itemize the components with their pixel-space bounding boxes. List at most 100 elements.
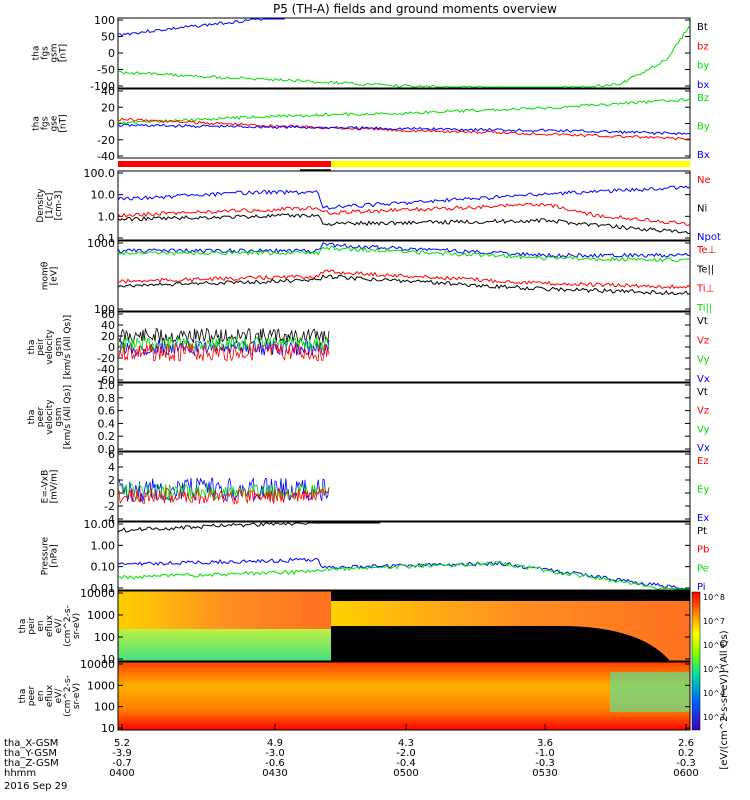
y-axis-label: momθ <box>41 261 51 290</box>
y-axis-label: peer <box>27 685 37 706</box>
y-tick-label: -2 <box>104 500 115 513</box>
y-tick-label: 60 <box>101 308 115 321</box>
legend-label: Bx <box>697 150 710 161</box>
y-tick-label: 4 <box>108 461 115 474</box>
legends-group: Bt bz by bx Bz By Bx Ne Ni Npot Te⊥ Te|| Ti⊥ Ti|| Vt Vz… <box>696 22 721 593</box>
noise-trace <box>118 477 330 503</box>
peir-spectrogram-gap-top <box>331 591 690 601</box>
legend-label: Te|| <box>696 264 714 275</box>
x-row-value: 0530 <box>532 768 557 779</box>
x-row-value: 0400 <box>109 768 134 779</box>
y-axis-label: Pressure <box>41 536 51 575</box>
y-tick-label: -4 <box>104 513 115 526</box>
y-axis-label: en <box>36 620 46 631</box>
y-tick-label: 10000 <box>80 587 115 600</box>
noise-trace <box>118 342 330 362</box>
status-bar-yellow <box>331 161 690 167</box>
y-tick-label: 0.6 <box>98 405 116 418</box>
legend-label: Pt <box>697 526 707 537</box>
y-axis-label: tha <box>27 410 37 425</box>
y-tick-label: 100 <box>94 14 115 27</box>
y-tick-label: -20 <box>97 352 115 365</box>
legend-label: Ni <box>697 204 707 215</box>
y-axis-label: [km/s (All Qs)] <box>63 385 73 449</box>
y-tick-label: 1.0 <box>98 210 116 223</box>
panel-peer-spec: 10000 1000 100 10 tha peer en eflux eV/(cm^2-s-s… <box>18 658 691 735</box>
y-axis-label: [nT] <box>59 44 69 62</box>
colorbar-tick: 10^6 <box>703 641 725 650</box>
colorbar-tick: 10^5 <box>703 665 725 674</box>
y-axis-label: sr-eV) <box>72 683 82 709</box>
panel-frame <box>117 590 691 662</box>
x-row-value: -3.0 <box>265 748 285 759</box>
legend-label: Vz <box>697 335 709 346</box>
y-axis-label: [eV] <box>50 267 60 286</box>
legend-label: Vy <box>697 424 710 435</box>
peer-spectrogram-green <box>610 672 690 712</box>
x-row-value: -1.0 <box>535 748 555 759</box>
y-tick-label: -40 <box>97 363 115 376</box>
y-tick-label: 10.0 <box>91 189 116 202</box>
y-axis-label: tha <box>27 340 37 355</box>
panel-frame <box>117 170 691 241</box>
series-Ne <box>117 202 691 227</box>
y-tick-label: -50 <box>97 64 115 77</box>
colorbar-tick: 10^4 <box>703 689 725 698</box>
x-row-value: -0.3 <box>535 758 555 769</box>
y-axis-label: [1/cc] <box>45 193 55 219</box>
y-tick-label: -60 <box>97 374 115 387</box>
y-tick-label: 1.0 <box>98 379 116 392</box>
legend-label: Vt <box>697 316 708 327</box>
legend-label: by <box>697 61 709 72</box>
legend-label: Ey <box>697 485 709 496</box>
series-Ni <box>117 213 691 235</box>
y-axis-label: [nT] <box>59 114 69 132</box>
series-by <box>117 24 691 88</box>
series-Te|| <box>117 274 691 296</box>
panel-peir-spec: 10000 1000 100 10 tha peir en eflux eV/(cm^2-s-s… <box>18 587 691 666</box>
x-row-value: -2.0 <box>396 748 416 759</box>
y-tick-label: 6 <box>108 448 115 461</box>
y-axis-label: peir <box>27 617 37 635</box>
y-tick-label: 1000 <box>87 679 115 692</box>
legend-label: Pe <box>697 563 709 574</box>
y-tick-label: 0.10 <box>91 561 116 574</box>
y-axis-label: gse <box>50 115 60 131</box>
x-row-value: 3.6 <box>537 738 553 749</box>
y-tick-label: 1.00 <box>91 539 116 552</box>
plot-title: P5 (TH-A) fields and ground moments over… <box>273 2 557 16</box>
x-row-value: 2.6 <box>678 738 694 749</box>
y-tick-label: 0 <box>108 47 115 60</box>
series-Te⊥ <box>117 269 691 290</box>
y-axis-label: eflux <box>45 684 55 707</box>
y-tick-label: 0 <box>108 118 115 131</box>
legend-label: Vx <box>697 443 710 454</box>
colorbar-gradient <box>691 591 701 731</box>
y-tick-label: 10 <box>101 722 115 735</box>
noise-trace <box>118 327 330 345</box>
x-row-value: -0.6 <box>265 758 285 769</box>
y-tick-label: 20 <box>101 101 115 114</box>
noise-trace <box>118 336 330 352</box>
y-axis-label: eV/ <box>54 688 64 704</box>
y-axis-label: tha <box>32 46 42 61</box>
y-axis-label: (cm^2-s- <box>63 605 73 647</box>
y-axis-label: [mV/m] <box>50 470 60 504</box>
x-date: 2016 Sep 29 <box>4 781 67 792</box>
y-tick-label: 100 <box>94 303 115 316</box>
y-tick-label: 100 <box>94 631 115 644</box>
x-row-value: 5.2 <box>114 738 130 749</box>
legend-label: Ti⊥ <box>696 284 714 295</box>
y-tick-label: 50 <box>101 31 115 44</box>
legend-label: Pi <box>697 582 706 593</box>
y-axis-label: velocity <box>45 399 55 435</box>
legend-label: Ne <box>697 175 711 186</box>
legend-label: Ez <box>697 456 709 467</box>
y-tick-label: 0.01 <box>91 582 116 595</box>
series-Npot <box>117 185 691 210</box>
x-row-value: 4.3 <box>398 738 414 749</box>
y-tick-label: 10 <box>101 653 115 666</box>
x-row-value: 0500 <box>393 768 418 779</box>
series-bx <box>117 18 285 37</box>
y-axis-label: fgs <box>41 116 51 130</box>
